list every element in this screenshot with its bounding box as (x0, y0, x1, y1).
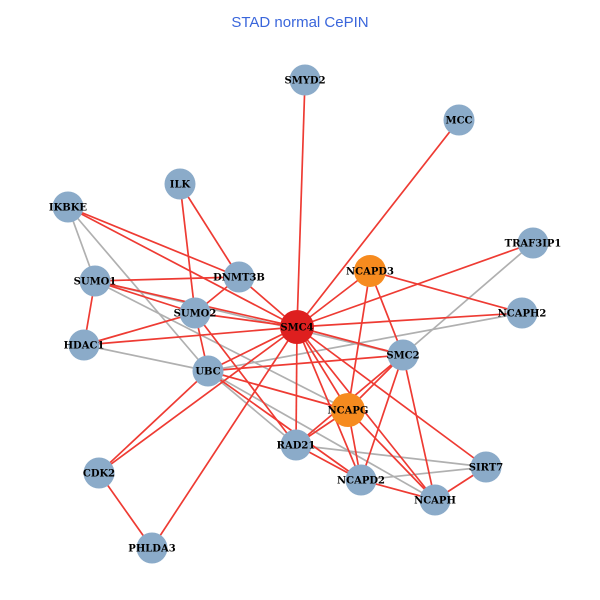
edge-ILK-SUMO2 (179, 183, 196, 314)
edge-NCAPD3-NCAPG (347, 270, 371, 411)
edge-TRAF3IP1-SMC4 (296, 242, 534, 328)
edge-IKBKE-UBC (67, 206, 209, 372)
edge-NCAPG-UBC (207, 370, 349, 411)
edge-NCAPG-NCAPH (347, 409, 436, 501)
node-ilk (164, 168, 196, 200)
edge-SUMO2-SMC4 (194, 312, 298, 328)
edge-SMC4-NCAPH (296, 326, 436, 501)
edge-SMC4-NCAPD2 (296, 326, 362, 481)
node-ncapg (331, 393, 365, 427)
node-cdk2 (83, 457, 115, 489)
edge-SMC2-SMC4 (296, 326, 404, 356)
edge-TRAF3IP1-SMC2 (402, 242, 534, 356)
edge-SUMO1-SUMO2 (94, 280, 196, 314)
node-smc2 (387, 339, 419, 371)
node-rad21 (280, 429, 312, 461)
edge-MCC-SMC4 (296, 119, 460, 328)
node-ncapd3 (354, 255, 386, 287)
edge-IKBKE-DNMT3B (67, 206, 240, 278)
edge-HDAC1-SMC4 (83, 326, 298, 346)
node-mcc (443, 104, 475, 136)
edge-SMYD2-SMC4 (296, 79, 306, 328)
edge-SMC4-PHLDA3 (151, 326, 298, 549)
figure-title: STAD normal CePIN (231, 14, 368, 31)
node-phlda3 (136, 532, 168, 564)
node-sirt7 (470, 451, 502, 483)
node-ncaph2 (506, 297, 538, 329)
edge-SMC2-NCAPD2 (360, 354, 404, 481)
edge-HDAC1-SUMO2 (83, 312, 196, 346)
edge-SUMO2-RAD21 (194, 312, 297, 446)
edge-NCAPD3-NCAPH2 (369, 270, 523, 314)
node-dnmt3b (223, 261, 255, 293)
node-traf3ip1 (517, 227, 549, 259)
node-ubc (192, 355, 224, 387)
edge-SMC4-SIRT7 (296, 326, 487, 468)
node-hdac1 (68, 329, 100, 361)
edge-SIRT7-RAD21 (295, 444, 487, 468)
node-ncapd2 (345, 464, 377, 496)
edge-SUMO1-NCAPG (94, 280, 349, 411)
edge-SUMO1-DNMT3B (94, 276, 240, 282)
edge-NCAPD2-UBC (207, 370, 362, 481)
edge-HDAC1-UBC (83, 344, 209, 372)
node-sumo2 (179, 297, 211, 329)
node-ikbke (52, 191, 84, 223)
node-ncaph (419, 484, 451, 516)
edge-IKBKE-SMC4 (67, 206, 298, 328)
edge-SMC4-CDK2 (98, 326, 298, 474)
edge-RAD21-UBC (207, 370, 297, 446)
edge-SMC4-RAD21 (295, 326, 298, 446)
edge-UBC-NCAPH (207, 370, 436, 501)
edge-NCAPH2-SMC4 (296, 312, 523, 328)
edge-SIRT7-NCAPD2 (360, 466, 487, 481)
edge-ILK-DNMT3B (179, 183, 240, 278)
node-sumo1 (79, 265, 111, 297)
edge-NCAPH2-UBC (207, 312, 523, 372)
node-smyd2 (289, 64, 321, 96)
node-smc4 (280, 310, 314, 344)
edge-SMC2-NCAPH (402, 354, 436, 501)
edge-UBC-CDK2 (98, 370, 209, 474)
